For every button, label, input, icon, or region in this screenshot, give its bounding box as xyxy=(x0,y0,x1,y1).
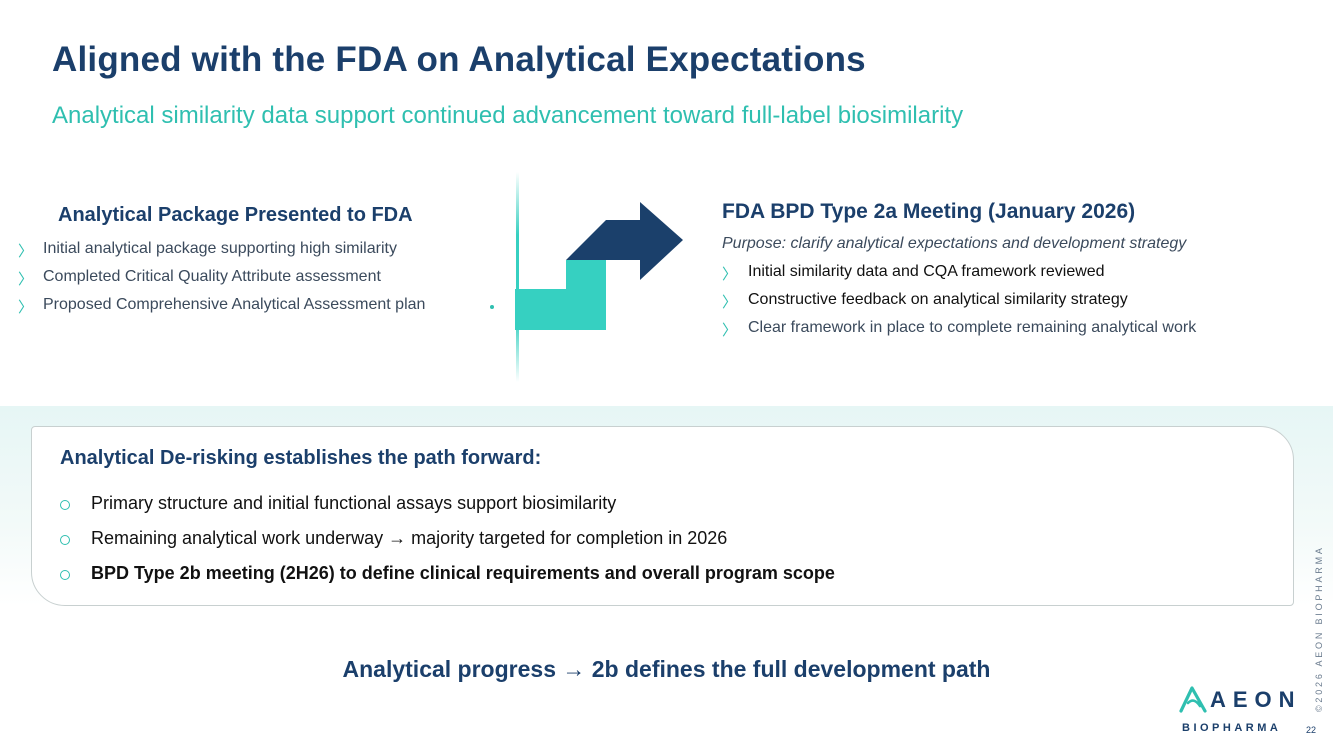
copyright-text: ©2026 AEON BIOPHARMA xyxy=(1314,545,1324,712)
company-logo: AEON BIOPHARMA xyxy=(1176,684,1295,738)
vertical-divider xyxy=(516,172,519,382)
logo-subtext: BIOPHARMA xyxy=(1182,722,1282,734)
right-section-heading: FDA BPD Type 2a Meeting (January 2026) xyxy=(722,200,1136,223)
chevron-right-icon: 〉 xyxy=(18,299,34,316)
page-subtitle: Analytical similarity data support conti… xyxy=(52,102,964,129)
meeting-purpose: Purpose: clarify analytical expectations… xyxy=(722,235,1187,252)
chevron-right-icon: 〉 xyxy=(722,266,738,283)
list-item: 〉 Completed Critical Quality Attribute as… xyxy=(18,268,381,288)
step-arrow-icon xyxy=(515,202,683,330)
list-item: 〉 Initial similarity data and CQA framewo… xyxy=(722,263,1105,283)
footer-takeaway: Analytical progress → 2b defines the ful… xyxy=(342,656,991,682)
left-bullet-list: 〉 Initial analytical package supporting h… xyxy=(18,240,425,324)
chevron-right-icon: 〉 xyxy=(18,243,34,260)
page-number: 22 xyxy=(1306,725,1317,735)
list-item: 〉 Proposed Comprehensive Analytical Asses… xyxy=(18,296,426,316)
teal-step-shape xyxy=(515,260,606,330)
circle-bullet-icon xyxy=(60,500,70,510)
chevron-right-icon: 〉 xyxy=(722,294,738,311)
navy-arrow-shape xyxy=(566,202,683,280)
decorative-dot xyxy=(490,305,494,309)
circle-bullet-icon xyxy=(60,535,70,545)
derisking-callout-box xyxy=(31,426,1294,606)
logo-wordmark: AEON xyxy=(1210,687,1302,712)
list-item: Remaining analytical work underway → maj… xyxy=(60,528,835,563)
list-item: BPD Type 2b meeting (2H26) to define cli… xyxy=(60,563,835,598)
derisking-heading: Analytical De-risking establishes the pa… xyxy=(60,447,542,469)
list-item: 〉 Constructive feedback on analytical sim… xyxy=(722,291,1128,311)
list-item: Primary structure and initial functional… xyxy=(60,493,835,528)
chevron-right-icon: 〉 xyxy=(18,271,34,288)
right-bullet-list: 〉 Initial similarity data and CQA framewo… xyxy=(722,263,1196,347)
aeon-logo-mark-icon xyxy=(1179,686,1207,713)
circle-bullet-icon xyxy=(60,570,70,580)
list-item: 〉 Initial analytical package supporting h… xyxy=(18,240,397,260)
derisking-bullet-list: Primary structure and initial functional… xyxy=(60,493,835,598)
page-title: Aligned with the FDA on Analytical Expec… xyxy=(52,40,866,79)
list-item: 〉 Clear framework in place to complete re… xyxy=(722,319,1197,339)
left-section-heading: Analytical Package Presented to FDA xyxy=(58,204,413,226)
chevron-right-icon: 〉 xyxy=(722,322,738,339)
